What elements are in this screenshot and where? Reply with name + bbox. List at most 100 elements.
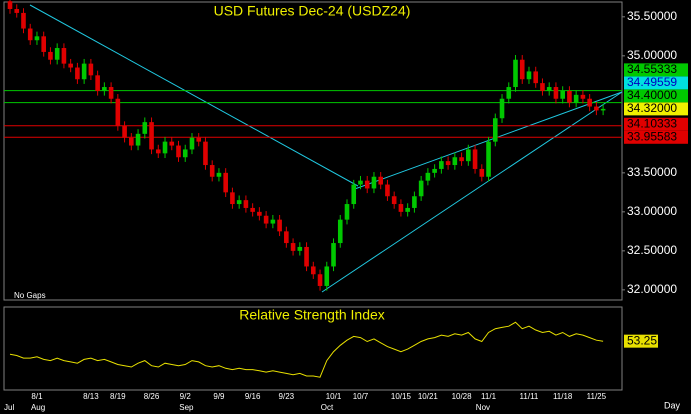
rsi-panel (3, 306, 623, 391)
month-label: Nov (476, 403, 490, 412)
x-tick-label: 8/19 (110, 392, 126, 401)
y-tick-label: 35.00000 (627, 48, 677, 62)
level-label: 34.55333 (627, 62, 677, 76)
candle-body (169, 141, 175, 146)
candle-body (560, 90, 565, 99)
x-tick-label: 11/18 (553, 392, 573, 401)
candle-body (102, 87, 107, 91)
x-tick-label: 8/1 (31, 392, 43, 401)
level-box (624, 76, 688, 90)
candle-body (270, 219, 276, 224)
candle-body (284, 231, 289, 244)
candle-body (54, 48, 60, 60)
candle-body (311, 266, 316, 275)
candle-body (398, 204, 404, 212)
candle-body (472, 149, 478, 169)
candle-body (452, 157, 458, 166)
candle-body (526, 71, 532, 80)
candle-body (108, 87, 114, 99)
candle-body (351, 184, 357, 205)
trend-line (351, 91, 623, 191)
candle-body (176, 145, 181, 158)
level-label: 34.10333 (627, 116, 677, 130)
candle-body (378, 176, 383, 185)
candle-body (223, 172, 228, 193)
candle-body (405, 207, 410, 212)
level-box (624, 63, 688, 77)
candle-body (250, 207, 255, 212)
candle-body (499, 98, 505, 119)
candle-body (587, 98, 592, 107)
x-tick-label: 10/15 (391, 392, 412, 401)
x-axis-label: Day (664, 400, 681, 410)
candle-body (425, 172, 431, 181)
candle-body (439, 161, 444, 169)
candle-body (486, 141, 491, 177)
candle-body (540, 83, 545, 91)
candle-body (21, 12, 26, 29)
candle-body (297, 246, 303, 251)
month-label: Oct (321, 403, 334, 412)
y-tick-label: 33.50000 (627, 165, 677, 179)
candle-body (48, 51, 53, 60)
x-tick-label: 11/11 (520, 392, 539, 401)
x-tick-label: 9/23 (279, 392, 295, 401)
candle-body (81, 63, 87, 80)
rsi-value-label: 53.25 (627, 333, 657, 347)
y-tick-label: 35.50000 (627, 9, 677, 23)
candle-body (27, 28, 33, 41)
x-tick-label: 10/1 (326, 392, 342, 401)
level-box (624, 130, 688, 144)
candle-body (573, 94, 579, 103)
candle-body (546, 87, 552, 91)
candle-body (445, 161, 451, 166)
candle-body (324, 266, 330, 286)
candle-body (243, 200, 249, 208)
candle-body (196, 137, 202, 142)
candle-body (371, 176, 377, 189)
candle-body (492, 118, 498, 142)
candle-body (432, 168, 437, 173)
candle-body (7, 1, 13, 10)
candle-body (129, 137, 134, 146)
candle-body (14, 9, 20, 13)
candle-body (135, 133, 141, 146)
candle-body (337, 219, 343, 244)
x-tick-label: 10/28 (452, 392, 473, 401)
candle-body (567, 90, 572, 103)
candle-body (236, 200, 242, 205)
candle-body (580, 94, 586, 99)
candle-body (358, 180, 363, 185)
candle-body (216, 172, 222, 177)
candle-body (34, 36, 40, 41)
candle-body (479, 168, 485, 177)
candle-body (533, 71, 539, 84)
candle-body (149, 122, 154, 150)
level-label: 34.49559 (627, 75, 677, 89)
price-panel (3, 1, 623, 301)
candle-body (594, 106, 599, 111)
candle-body (162, 141, 168, 154)
x-tick-label: 11/25 (587, 392, 607, 401)
candle-body (182, 149, 188, 158)
candle-body (290, 243, 296, 251)
candle-body (600, 108, 606, 111)
candle-body (155, 149, 161, 154)
x-tick-label: 10/7 (353, 392, 369, 401)
candle-body (391, 196, 397, 205)
level-label: 33.95583 (627, 129, 677, 143)
candle-body (304, 246, 309, 267)
candle-body (95, 75, 100, 91)
candle-body (317, 274, 323, 286)
candle-body (418, 180, 424, 197)
month-label: Sep (179, 403, 194, 412)
x-tick-label: 8/13 (83, 392, 99, 401)
x-tick-label: 11/1 (481, 392, 497, 401)
candle-body (75, 67, 80, 80)
level-label: 34.40000 (627, 88, 677, 102)
candle-body (203, 141, 208, 166)
month-label: Aug (31, 403, 45, 412)
chart-title: USD Futures Dec-24 (USDZ24) (214, 3, 411, 19)
